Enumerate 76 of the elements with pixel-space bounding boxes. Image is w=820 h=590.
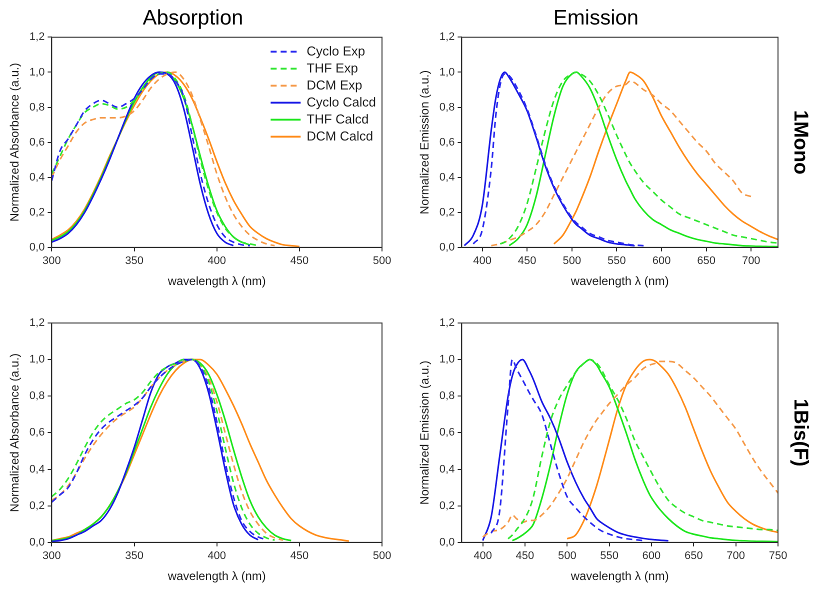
y-tick-label: 0,8 [439,101,455,114]
x-tick-label: 500 [558,550,576,562]
x-tick-label: 550 [608,255,626,268]
legend-label: THF Calcd [306,111,369,126]
y-tick-label: 1,2 [439,31,455,44]
y-tick-label: 1,0 [29,354,45,366]
legend-label: DCM Calcd [306,128,374,144]
x-tick-label: 750 [768,550,788,562]
x-tick-label: 550 [600,550,618,562]
line-series [490,358,644,542]
x-tick-label: 350 [125,255,144,268]
y-tick-label: 0,4 [439,463,455,476]
y-tick-label: 0,0 [29,241,45,254]
x-tick-label: 650 [697,255,716,268]
y-tick-label: 0,2 [439,500,455,512]
x-tick-label: 300 [42,255,61,268]
x-tick-label: 450 [516,550,534,562]
y-tick-label: 0,6 [29,426,45,439]
y-tick-label: 0,4 [439,171,455,184]
x-tick-label: 500 [372,550,392,562]
x-axis-title: wavelength λ (nm) [166,569,266,584]
y-tick-label: 0,8 [29,101,45,114]
x-tick-label: 450 [518,255,536,268]
legend-label: DCM Exp [306,77,362,92]
y-tick-label: 0,2 [439,206,455,218]
x-tick-label: 500 [372,255,392,268]
y-tick-label: 0,2 [29,500,45,512]
x-tick-label: 500 [562,255,582,268]
y-axis-title: Normalized Emission (a.u.) [418,360,432,505]
y-axis-title: Normalized Emission (a.u.) [418,70,432,214]
text: 1Mono [789,110,812,175]
x-tick-label: 350 [125,550,144,562]
line-series [482,358,670,542]
x-tick-label: 400 [208,550,226,562]
x-tick-label: 400 [473,255,492,268]
y-tick-label: 0,8 [29,390,45,402]
y-axis-title: Normalized Absorbance (a.u.) [8,353,22,512]
y-tick-label: 0,0 [439,241,455,254]
line-series [490,80,752,246]
y-tick-label: 0,2 [29,206,45,218]
y-tick-label: 0,8 [439,390,455,402]
y-tick-label: 0,0 [439,536,455,548]
x-tick-label: 450 [290,255,309,268]
x-tick-label: 600 [652,255,671,268]
x-tick-label: 400 [474,550,492,562]
y-tick-label: 0,6 [439,136,455,148]
legend-label: Cyclo Exp [306,43,366,58]
y-axis-title: Normalized Absorbance (a.u.) [8,62,22,222]
y-tick-label: 1,0 [439,354,455,366]
x-tick-label: 600 [642,550,661,562]
x-tick-label: 700 [726,550,746,562]
y-tick-label: 1,0 [439,66,455,78]
chart-title: Absorption [142,6,244,30]
y-tick-label: 1,2 [439,317,455,330]
x-axis-title: wavelength λ (nm) [166,274,266,288]
x-tick-label: 400 [208,255,226,268]
y-tick-label: 0,0 [29,536,45,548]
x-tick-label: 700 [742,255,760,268]
line-series [566,358,778,540]
x-axis-title: wavelength λ (nm) [570,569,669,584]
y-tick-label: 0,4 [29,463,45,476]
legend-label: Cyclo Calcd [306,94,376,110]
x-tick-label: 650 [684,550,703,562]
x-axis-title: wavelength λ (nm) [570,274,669,288]
y-tick-label: 1,2 [29,31,45,44]
y-tick-label: 1,2 [29,317,45,330]
chart-title: Emission [553,6,639,30]
y-tick-label: 1,0 [29,66,45,78]
y-tick-label: 0,6 [439,426,455,439]
y-tick-label: 0,6 [29,136,45,148]
text: 1Bis(F) [789,398,812,467]
x-tick-label: 300 [42,550,61,562]
x-tick-label: 450 [290,550,309,562]
legend-label: THF Exp [306,60,358,76]
y-tick-label: 0,4 [29,171,45,184]
line-series [553,71,778,245]
